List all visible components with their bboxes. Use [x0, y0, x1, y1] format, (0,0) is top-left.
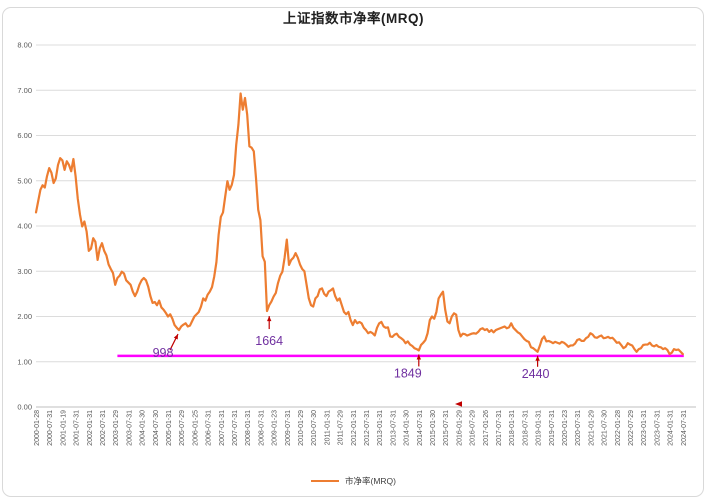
x-axis-label: 2024-07-31 — [681, 410, 688, 446]
red-arrow-marker — [455, 401, 462, 407]
annotation-label: 1664 — [255, 334, 283, 348]
x-axis-label: 2003-07-31 — [126, 410, 133, 446]
annotation-label: 998 — [153, 346, 174, 360]
x-axis-label: 2009-01-23 — [272, 410, 279, 446]
annotation-arrowhead — [535, 355, 540, 361]
x-axis-label: 2002-07-31 — [100, 410, 107, 446]
x-axis-label: 2021-07-30 — [602, 410, 609, 446]
x-axis-label: 2003-01-29 — [113, 410, 120, 446]
y-axis-label: 4.00 — [17, 222, 32, 231]
annotation-arrowhead — [416, 354, 421, 360]
x-axis-label: 2010-01-29 — [298, 410, 305, 446]
x-axis-label: 2011-01-31 — [324, 410, 331, 445]
x-axis-label: 2007-07-31 — [232, 410, 239, 446]
x-axis-label: 2020-07-31 — [575, 410, 582, 446]
x-axis-label: 2016-01-29 — [456, 410, 463, 446]
x-axis-label: 2004-01-30 — [140, 410, 147, 446]
x-axis-label: 2004-07-30 — [153, 410, 160, 446]
x-axis-label: 2009-07-31 — [285, 410, 292, 446]
x-axis-label: 2021-01-29 — [588, 410, 595, 446]
x-axis-label: 2022-01-28 — [615, 410, 622, 446]
chart-title: 上证指数市净率(MRQ) — [283, 11, 424, 26]
x-axis-label: 2002-01-31 — [87, 410, 94, 446]
annotation-arrowhead — [173, 334, 178, 340]
x-axis-label: 2008-07-31 — [258, 410, 265, 446]
y-axis-label: 5.00 — [17, 176, 32, 185]
x-axis-label: 2000-01-28 — [34, 410, 41, 446]
legend-line-swatch — [311, 480, 339, 482]
annotation-label: 2440 — [522, 367, 550, 381]
x-axis-label: 2023-01-31 — [641, 410, 648, 446]
x-axis-label: 2001-07-31 — [74, 410, 81, 446]
x-axis-label: 2008-01-31 — [245, 410, 252, 446]
x-axis-label: 2012-01-31 — [351, 410, 358, 446]
y-axis-label: 1.00 — [17, 357, 32, 366]
x-axis-label: 2022-07-29 — [628, 410, 635, 446]
x-axis-label: 2018-01-31 — [509, 410, 516, 446]
x-axis-label: 2020-01-23 — [562, 410, 569, 446]
x-axis-label: 2011-07-29 — [338, 410, 345, 445]
x-axis-label: 2016-07-29 — [470, 410, 477, 446]
legend-label: 市净率(MRQ) — [345, 476, 396, 486]
x-axis-label: 2023-07-31 — [654, 410, 661, 446]
x-axis-label: 2007-01-31 — [219, 410, 226, 446]
x-axis-label: 2017-07-31 — [496, 410, 503, 446]
x-axis-label: 2012-07-31 — [364, 410, 371, 446]
y-axis-label: 0.00 — [17, 403, 32, 412]
x-axis-label: 2014-07-31 — [417, 410, 424, 446]
x-axis-label: 2000-07-31 — [47, 410, 54, 446]
y-axis-label: 8.00 — [17, 41, 32, 50]
x-axis-label: 2014-01-30 — [404, 410, 411, 446]
x-axis-label: 2005-07-29 — [179, 410, 186, 446]
x-axis-label: 2015-01-30 — [430, 410, 437, 446]
x-axis-label: 2006-07-31 — [206, 410, 213, 446]
x-axis-label: 2013-07-31 — [390, 410, 397, 446]
x-axis-label: 2019-01-31 — [536, 410, 543, 446]
annotation-arrowhead — [267, 316, 272, 322]
y-axis-label: 7.00 — [17, 86, 32, 95]
x-axis-label: 2013-01-31 — [377, 410, 384, 446]
x-axis-label: 2001-01-19 — [60, 410, 67, 446]
x-axis-label: 2006-01-25 — [192, 410, 199, 446]
annotation-label: 1849 — [394, 366, 422, 380]
x-axis-label: 2019-07-31 — [549, 410, 556, 446]
y-axis-label: 3.00 — [17, 267, 32, 276]
y-axis-label: 6.00 — [17, 131, 32, 140]
x-axis-label: 2024-01-31 — [668, 410, 675, 446]
pb-line — [34, 92, 684, 356]
x-axis-label: 2010-07-30 — [311, 410, 318, 446]
legend: 市净率(MRQ) — [0, 473, 707, 489]
x-axis-label: 2005-01-31 — [166, 410, 173, 446]
x-axis-label: 2017-01-26 — [483, 410, 490, 446]
x-axis-label: 2018-07-31 — [522, 410, 529, 446]
y-axis-label: 2.00 — [17, 312, 32, 321]
x-axis-label: 2015-07-31 — [443, 410, 450, 446]
